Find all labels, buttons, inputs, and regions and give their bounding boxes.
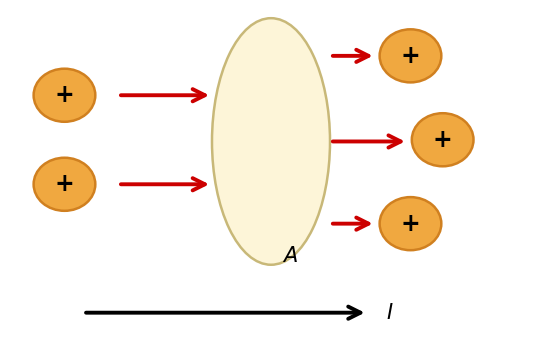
Ellipse shape xyxy=(34,69,95,122)
Text: +: + xyxy=(55,83,74,107)
Ellipse shape xyxy=(412,113,474,166)
Text: +: + xyxy=(401,212,421,236)
Ellipse shape xyxy=(212,18,330,265)
Ellipse shape xyxy=(34,158,95,211)
Text: +: + xyxy=(401,44,421,68)
Text: +: + xyxy=(55,172,74,196)
Text: +: + xyxy=(433,128,453,152)
Ellipse shape xyxy=(379,197,441,250)
Text: I: I xyxy=(386,303,392,323)
Ellipse shape xyxy=(379,29,441,82)
Text: A: A xyxy=(282,246,297,266)
